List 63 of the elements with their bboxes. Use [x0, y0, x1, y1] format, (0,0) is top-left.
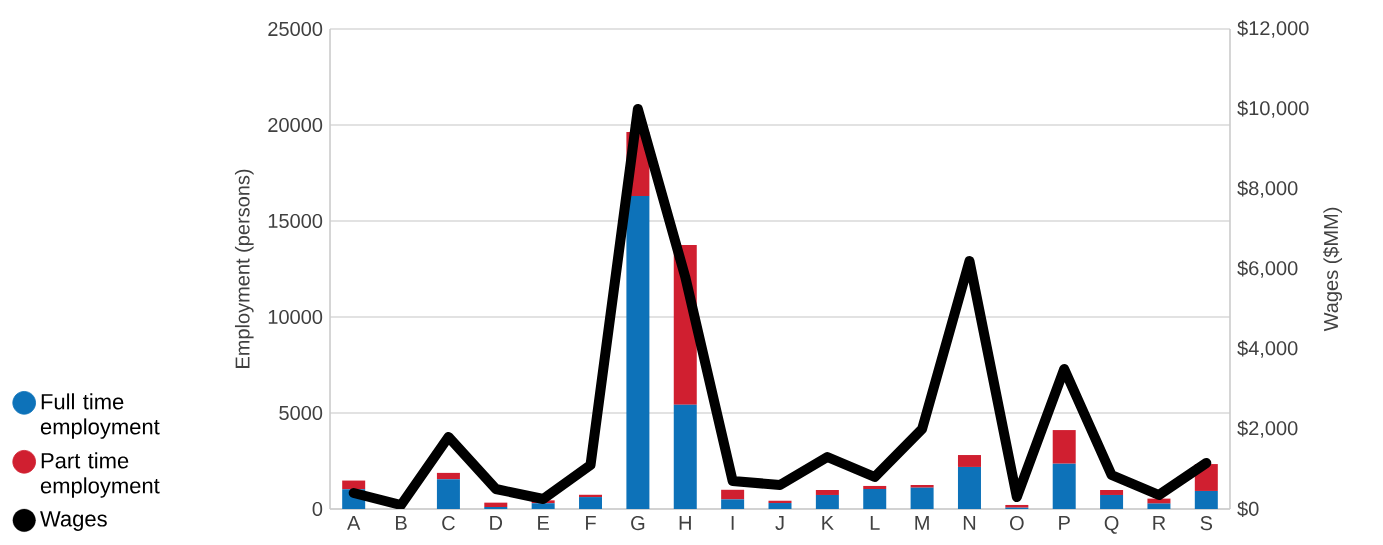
bar: [768, 503, 792, 509]
y2-axis-title: Wages ($MM): [1323, 207, 1343, 332]
bar: [484, 502, 508, 508]
bar: [721, 489, 745, 500]
x-tick-label: J: [775, 516, 784, 530]
y2-tick-label: $0: [1237, 500, 1259, 518]
x-tick-label: R: [1153, 516, 1166, 530]
y-axis-title: Employment (persons): [234, 169, 254, 368]
x-tick-label: A: [347, 516, 361, 530]
y2-tick-label: $8,000: [1237, 180, 1298, 198]
y2-tick-label: $2,000: [1237, 420, 1298, 438]
y-tick-label: 5000: [279, 405, 323, 421]
x-tick-label: O: [1010, 516, 1024, 531]
bar: [910, 484, 934, 488]
x-tick-label: B: [396, 516, 407, 530]
bar: [1147, 503, 1171, 509]
bar: [436, 472, 460, 480]
y-tick-label: 10000: [268, 309, 323, 325]
y-tick-label: 0: [312, 501, 323, 517]
bar: [957, 455, 981, 467]
bar: [910, 487, 934, 509]
bar: [1194, 490, 1218, 509]
x-tick-label: G: [631, 516, 645, 531]
x-tick-label: S: [1200, 516, 1213, 531]
x-tick-label: Q: [1104, 516, 1119, 534]
legend-label: Wages: [40, 511, 107, 531]
x-tick-label: H: [679, 516, 691, 530]
y2-tick-label: $12,000: [1237, 20, 1309, 38]
legend-label: Part time employment: [40, 452, 160, 498]
x-tick-label: P: [1059, 516, 1070, 530]
bar: [673, 404, 697, 509]
bar: [1052, 463, 1076, 509]
y2-tick-label: $4,000: [1237, 340, 1298, 358]
bar: [626, 196, 650, 509]
x-tick-label: M: [915, 516, 929, 530]
bar: [1052, 430, 1076, 464]
bar: [815, 489, 839, 495]
bar: [531, 503, 555, 509]
bar: [342, 480, 366, 490]
bar: [1147, 498, 1171, 504]
bar: [436, 479, 460, 509]
bar: [721, 499, 745, 509]
x-tick-label: L: [870, 516, 880, 530]
y-tick-label: 25000: [268, 21, 323, 37]
bar: [863, 485, 887, 490]
y-tick-label: 15000: [268, 213, 323, 229]
x-tick-label: F: [586, 516, 596, 530]
bar: [579, 497, 603, 509]
y2-tick-label: $6,000: [1237, 260, 1298, 278]
x-tick-label: C: [442, 516, 455, 531]
bar: [957, 466, 981, 509]
x-tick-label: K: [822, 516, 834, 530]
x-tick-label: I: [731, 516, 734, 530]
x-tick-label: E: [538, 516, 549, 530]
bar: [1100, 494, 1124, 509]
y2-tick-label: $10,000: [1237, 100, 1309, 118]
x-tick-label: N: [963, 516, 976, 530]
y-tick-label: 20000: [268, 117, 323, 133]
bar: [815, 494, 839, 509]
x-tick-label: D: [490, 516, 503, 530]
bar: [1100, 489, 1124, 495]
bar: [863, 489, 887, 509]
legend-label: Full time employment: [40, 393, 160, 439]
